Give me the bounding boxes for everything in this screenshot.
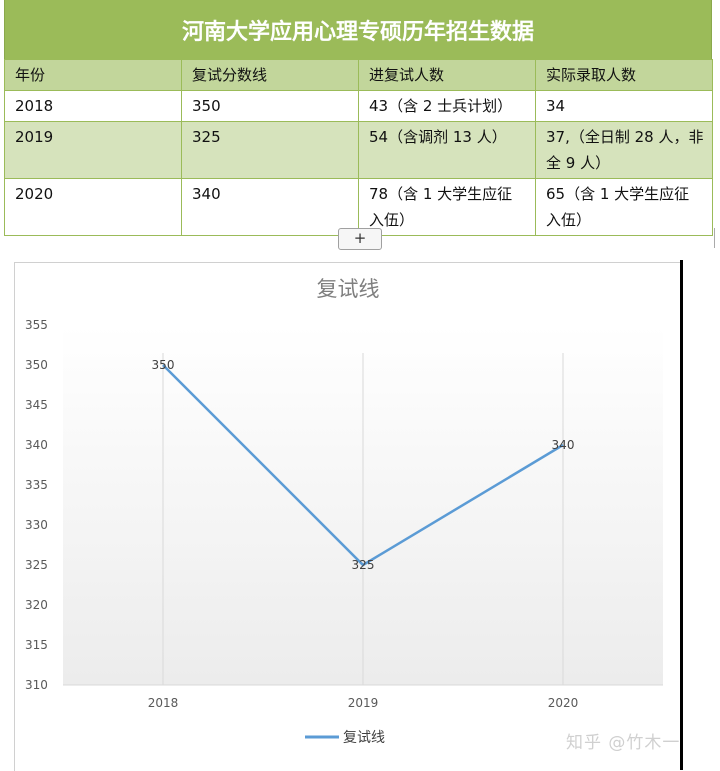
table-title: 河南大学应用心理专硕历年招生数据 <box>4 0 712 59</box>
data-label: 340 <box>552 438 575 452</box>
y-tick-label: 315 <box>25 638 48 652</box>
table-cell: 34 <box>535 90 713 122</box>
chart-title: 复试线 <box>317 277 380 301</box>
table-row: 2020 340 78（含 1 大学生应征入伍） 65（含 1 大学生应征入伍） <box>4 178 713 236</box>
table-row: 2019 325 54（含调剂 13 人） 37,（全日制 28 人，非全 9 … <box>4 121 713 179</box>
y-tick-label: 340 <box>25 438 48 452</box>
header-cell-year: 年份 <box>4 59 182 91</box>
y-tick-label: 320 <box>25 598 48 612</box>
table-cell: 65（含 1 大学生应征入伍） <box>535 178 713 236</box>
table-cell: 325 <box>181 121 359 179</box>
table-row: 2018 350 43（含 2 士兵计划） 34 <box>4 90 713 122</box>
header-cell-score-line: 复试分数线 <box>181 59 359 91</box>
table-cell: 43（含 2 士兵计划） <box>358 90 536 122</box>
table-cell: 2019 <box>4 121 182 179</box>
chart-legend: 复试线 <box>305 729 385 746</box>
y-tick-label: 355 <box>25 318 48 332</box>
table-cell: 350 <box>181 90 359 122</box>
y-tick-label: 335 <box>25 478 48 492</box>
table-cell: 2020 <box>4 178 182 236</box>
data-label: 350 <box>152 358 175 372</box>
x-tick-label: 2020 <box>548 696 579 710</box>
data-table-container: 河南大学应用心理专硕历年招生数据 年份 复试分数线 进复试人数 实际录取人数 2… <box>4 0 713 236</box>
series-line-fushixian <box>162 364 564 567</box>
table-header-row: 年份 复试分数线 进复试人数 实际录取人数 <box>4 59 713 91</box>
y-tick-label: 345 <box>25 398 48 412</box>
line-chart[interactable]: 310 315 320 325 330 335 340 345 350 355 2018 2019 2… <box>14 262 681 771</box>
y-tick-label: 325 <box>25 558 48 572</box>
x-tick-label: 2019 <box>348 696 379 710</box>
y-tick-label: 350 <box>25 358 48 372</box>
data-label: 325 <box>352 558 375 572</box>
header-cell-interviewed: 进复试人数 <box>358 59 536 91</box>
table-cell: 54（含调剂 13 人） <box>358 121 536 179</box>
legend-label: 复试线 <box>343 729 385 746</box>
divider-line <box>680 260 683 770</box>
watermark: 知乎 @竹木一 <box>566 733 681 753</box>
y-tick-label: 330 <box>25 518 48 532</box>
header-cell-admitted: 实际录取人数 <box>535 59 713 91</box>
table-cell: 37,（全日制 28 人，非全 9 人） <box>535 121 713 179</box>
scroll-edge <box>714 228 720 248</box>
enrollment-table: 年份 复试分数线 进复试人数 实际录取人数 2018 350 43（含 2 士兵… <box>4 59 713 236</box>
table-cell: 340 <box>181 178 359 236</box>
add-row-button[interactable]: + <box>338 228 382 250</box>
x-tick-label: 2018 <box>148 696 179 710</box>
table-cell: 78（含 1 大学生应征入伍） <box>358 178 536 236</box>
table-cell: 2018 <box>4 90 182 122</box>
chart-canvas: 310 315 320 325 330 335 340 345 350 355 2018 2019 2… <box>25 277 663 746</box>
y-tick-label: 310 <box>25 678 48 692</box>
